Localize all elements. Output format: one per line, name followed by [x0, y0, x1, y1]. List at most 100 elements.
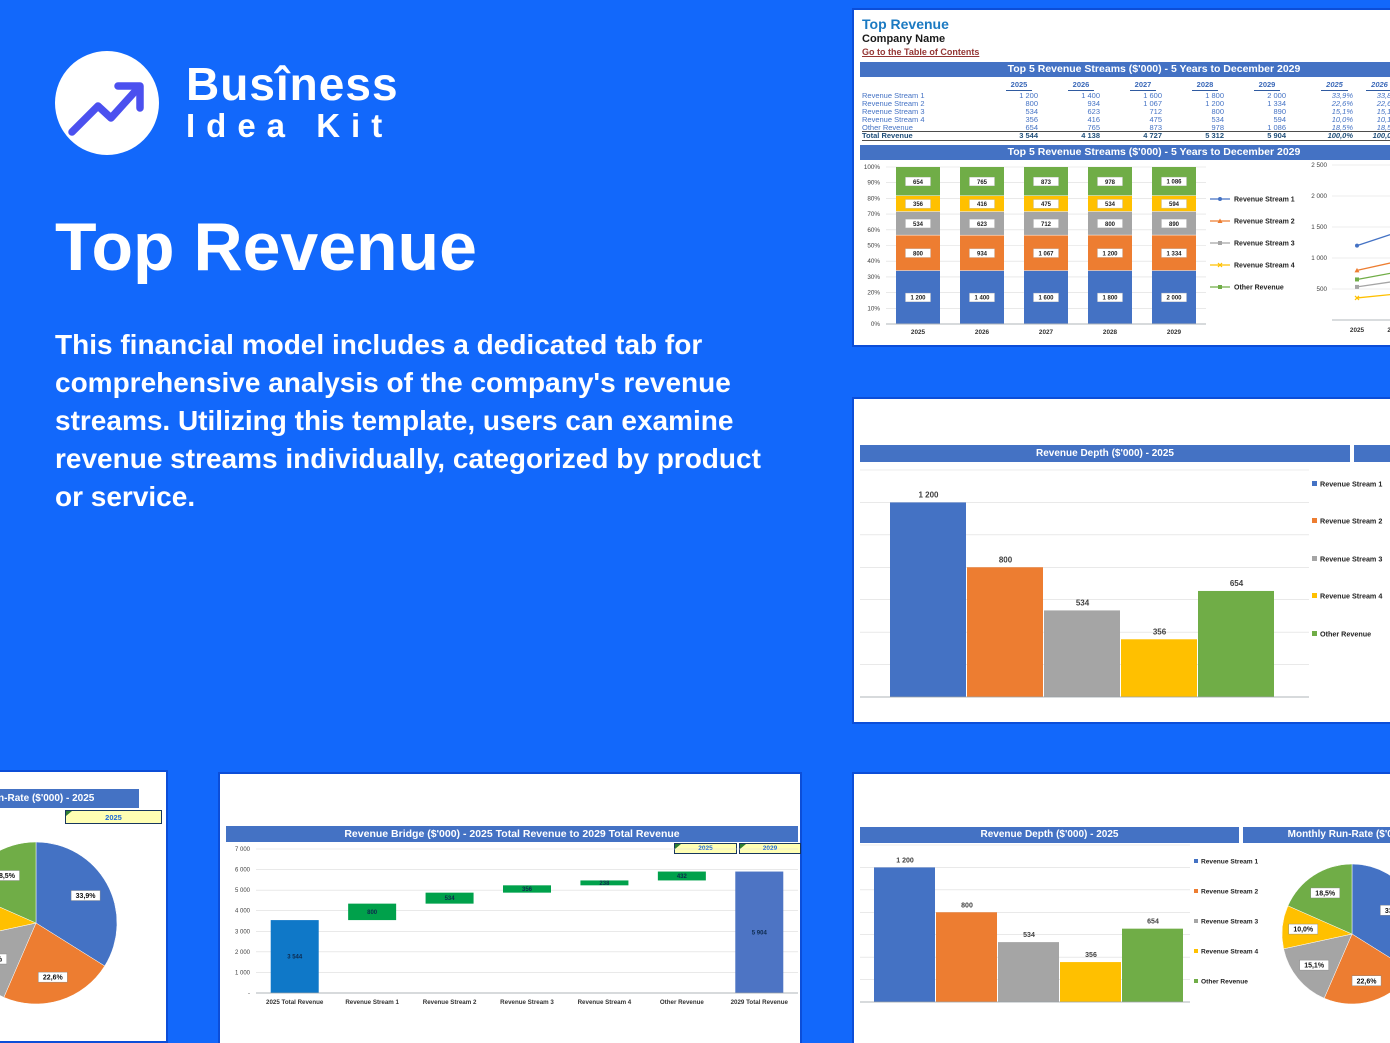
panel-revenue-sheet: Top Revenue Company Name Go to the Table…: [852, 8, 1390, 347]
total-value-cell: 4 138: [1081, 131, 1100, 141]
pie-label: 15,1%: [0, 957, 3, 964]
data-label-box: [1161, 292, 1187, 302]
sheet-title: Top Revenue: [862, 16, 949, 32]
waterfall-bar: [270, 920, 319, 993]
data-label-box: [1033, 248, 1059, 258]
depth-bar-and-pie-chart: 1 200 800 534 356 654 Revenue Stream 1 Revenue…: [860, 844, 1390, 1005]
pie-slice: [1351, 863, 1390, 959]
pie-slice: [0, 841, 37, 924]
value-cell: 1 200: [1019, 91, 1038, 101]
dropdown-value: 2025: [105, 813, 122, 822]
run-rate-title-bar: Monthly Run-Rate ($'000) - 2025: [0, 789, 139, 808]
page-description: This financial model includes a dedicate…: [55, 329, 761, 513]
trend-arrow-logo-icon: [55, 51, 159, 155]
bar-value-label: 356: [1085, 952, 1097, 959]
data-label: 534: [913, 222, 924, 228]
legend-label: Revenue Stream 2: [1320, 517, 1382, 526]
legend-label: Revenue Stream 4: [1234, 262, 1295, 269]
stacked-bar-segment: [1088, 270, 1132, 324]
total-pct-cell: 100,0%: [1327, 131, 1353, 141]
pct-cell: 33,9%: [1331, 91, 1353, 101]
value-cell: 1 800: [1205, 91, 1224, 101]
bar-value-label: 800: [961, 902, 973, 909]
value-cell: 800: [1211, 107, 1224, 116]
y-tick-label: 50%: [867, 243, 880, 250]
legend-marker: [1312, 593, 1317, 598]
y-tick-label: 2 000: [1311, 193, 1327, 200]
data-label-box: [1097, 248, 1123, 258]
legend-label: Other Revenue: [1320, 630, 1371, 639]
x-tick-label: Revenue Stream 3: [500, 999, 554, 1006]
data-label: 712: [1041, 222, 1052, 228]
stacked-bar-segment: [1024, 167, 1068, 196]
to-year-selector-dropdown[interactable]: 2029: [739, 843, 801, 854]
data-label: 475: [1041, 202, 1052, 208]
data-label-box: [1161, 219, 1187, 229]
year-header: 2029: [1238, 80, 1300, 91]
stacked-bar-segment: [1088, 235, 1132, 271]
legend-marker: [1312, 481, 1317, 486]
pie-label-box: [0, 870, 20, 881]
y-tick-label: 20%: [867, 290, 880, 297]
year-header: 2026: [1052, 80, 1114, 91]
data-label-box: [1097, 199, 1123, 209]
data-label: 978: [1105, 180, 1116, 186]
stacked-bar-segment: [1024, 195, 1068, 212]
stacked-bar-segment: [960, 211, 1004, 235]
data-label-box: [969, 177, 995, 187]
bar: [1122, 928, 1183, 1002]
brand-name-line2: Idea Kit: [186, 107, 394, 145]
legend-label: Revenue Stream 3: [1234, 240, 1295, 247]
data-label-box: [969, 199, 995, 209]
data-label: 1 086: [1166, 180, 1182, 186]
table-row: Revenue Stream 4 356 416 475 534 594 10,0% 10,1…: [862, 114, 1390, 124]
stacked-bar-segment: [1024, 211, 1068, 235]
y-tick-label: 2 500: [1311, 162, 1327, 169]
data-label: 800: [913, 251, 924, 257]
y-tick-label: 0%: [871, 321, 881, 328]
trend-line: [1356, 234, 1390, 247]
table-of-contents-link[interactable]: Go to the Table of Contents: [862, 47, 980, 57]
year-selector-dropdown[interactable]: 2025: [65, 810, 162, 824]
pie-label: 10,0%: [1293, 927, 1314, 934]
stacked-bar-segment: [1088, 195, 1132, 212]
data-label: 1 200: [910, 296, 926, 302]
data-label: 934: [977, 251, 988, 257]
legend-marker: [1194, 859, 1198, 863]
bar-value-label: 800: [999, 555, 1013, 564]
data-label: 534: [1105, 202, 1116, 208]
legend-marker: [1354, 267, 1360, 273]
y-tick-label: 10%: [867, 305, 880, 312]
stacked-bar-segment: [896, 195, 940, 212]
x-tick-label: 2029 Total Revenue: [731, 999, 789, 1006]
value-cell: 534: [1211, 114, 1224, 124]
stacked-bar-segment: [960, 235, 1004, 271]
pie-label-box: [1351, 975, 1382, 986]
y-tick-label: 1 500: [1311, 224, 1327, 231]
bar: [874, 867, 935, 1002]
from-year-selector-dropdown[interactable]: 2025: [674, 843, 737, 854]
pie-label-box: [1299, 959, 1329, 971]
y-tick-label: 2 000: [235, 950, 251, 956]
y-tick-label: 40%: [867, 258, 880, 265]
value-cell: 534: [1025, 107, 1038, 116]
legend-marker: [1194, 979, 1198, 983]
dropdown-corner-mark: [66, 811, 72, 816]
pct-year-header: 2026: [1359, 80, 1390, 91]
pct-cell: 18,5%: [1376, 122, 1390, 132]
y-tick-label: 90%: [867, 180, 880, 187]
section-title-bar: Top 5 Revenue Streams ($'000) - 5 Years …: [860, 62, 1390, 77]
stacked-bar-segment: [896, 235, 940, 271]
bar-value-label: 432: [677, 874, 688, 880]
data-label: 356: [913, 202, 924, 208]
legend-marker: [1312, 556, 1317, 561]
pie-label-box: [70, 890, 101, 901]
value-cell: 1 086: [1267, 122, 1286, 132]
value-cell: 712: [1149, 107, 1162, 116]
bar-value-label: 356: [522, 887, 533, 893]
value-cell: 1 600: [1143, 91, 1162, 101]
stacked-bar-segment: [960, 196, 1004, 212]
bar: [967, 567, 1043, 697]
pct-cell: 10,1%: [1376, 114, 1390, 124]
brand-header: Busîness Idea Kit: [52, 48, 399, 158]
